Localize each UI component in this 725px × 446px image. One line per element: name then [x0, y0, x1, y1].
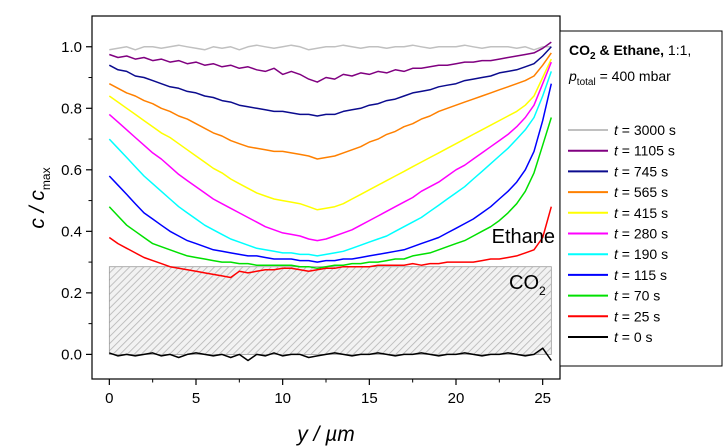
legend-label: t = 745 s	[614, 163, 668, 179]
series-line-8	[108, 117, 553, 270]
legend-items: t = 3000 s t = 1105 s t = 745 s t = 565 s t …	[568, 122, 676, 345]
x-axis-label: y / µm	[295, 423, 355, 446]
series-line-3	[108, 52, 552, 160]
legend-label: t = 415 s	[614, 205, 668, 221]
y-tick-label: 0.4	[61, 223, 82, 240]
co2-annotation: CO2	[509, 272, 546, 298]
series-line-5	[108, 61, 552, 242]
y-axis: 0.0 0.2 0.4 0.6 0.8 1.0	[61, 39, 92, 363]
series-line-10	[109, 347, 552, 362]
series-line-7	[108, 83, 553, 263]
legend-header-line1: CO2 & Ethane, 1:1,	[569, 42, 691, 62]
x-axis: 0 5 10 15 20 25	[105, 379, 551, 407]
legend-label: t = 1105 s	[614, 143, 675, 159]
legend-label: t = 565 s	[614, 184, 668, 200]
x-tick-label: 15	[361, 390, 378, 407]
legend-label: t = 190 s	[614, 246, 668, 262]
y-tick-label: 0.2	[61, 285, 82, 302]
y-tick-label: 0.8	[61, 100, 82, 117]
legend-label: t = 70 s	[614, 288, 660, 304]
series-layer	[108, 41, 553, 362]
x-tick-label: 20	[448, 390, 465, 407]
legend-label: t = 0 s	[614, 329, 653, 345]
series-line-6	[108, 71, 553, 257]
x-tick-label: 25	[534, 390, 551, 407]
y-tick-label: 0.6	[61, 162, 82, 179]
legend-header-line2: ptotal = 400 mbar	[568, 68, 671, 88]
legend-box	[559, 30, 723, 367]
y-tick-label: 1.0	[61, 39, 82, 56]
x-tick-label: 10	[274, 390, 291, 407]
y-axis-label: c / cmax	[26, 167, 53, 228]
co2-band	[108, 266, 552, 355]
x-tick-label: 0	[105, 390, 113, 407]
legend-label: t = 115 s	[614, 267, 667, 283]
x-tick-label: 5	[192, 390, 200, 407]
legend-label: t = 3000 s	[614, 122, 676, 138]
series-line-1	[109, 41, 552, 83]
series-line-4	[108, 58, 552, 211]
series-line-0	[109, 44, 552, 51]
legend-label: t = 280 s	[614, 226, 668, 242]
ethane-annotation: Ethane	[492, 226, 555, 248]
series-line-9	[108, 206, 553, 279]
series-line-2	[108, 46, 552, 117]
y-tick-label: 0.0	[61, 346, 82, 363]
legend-label: t = 25 s	[614, 308, 660, 324]
legend: CO2 & Ethane, 1:1, ptotal = 400 mbar t =…	[559, 30, 723, 367]
